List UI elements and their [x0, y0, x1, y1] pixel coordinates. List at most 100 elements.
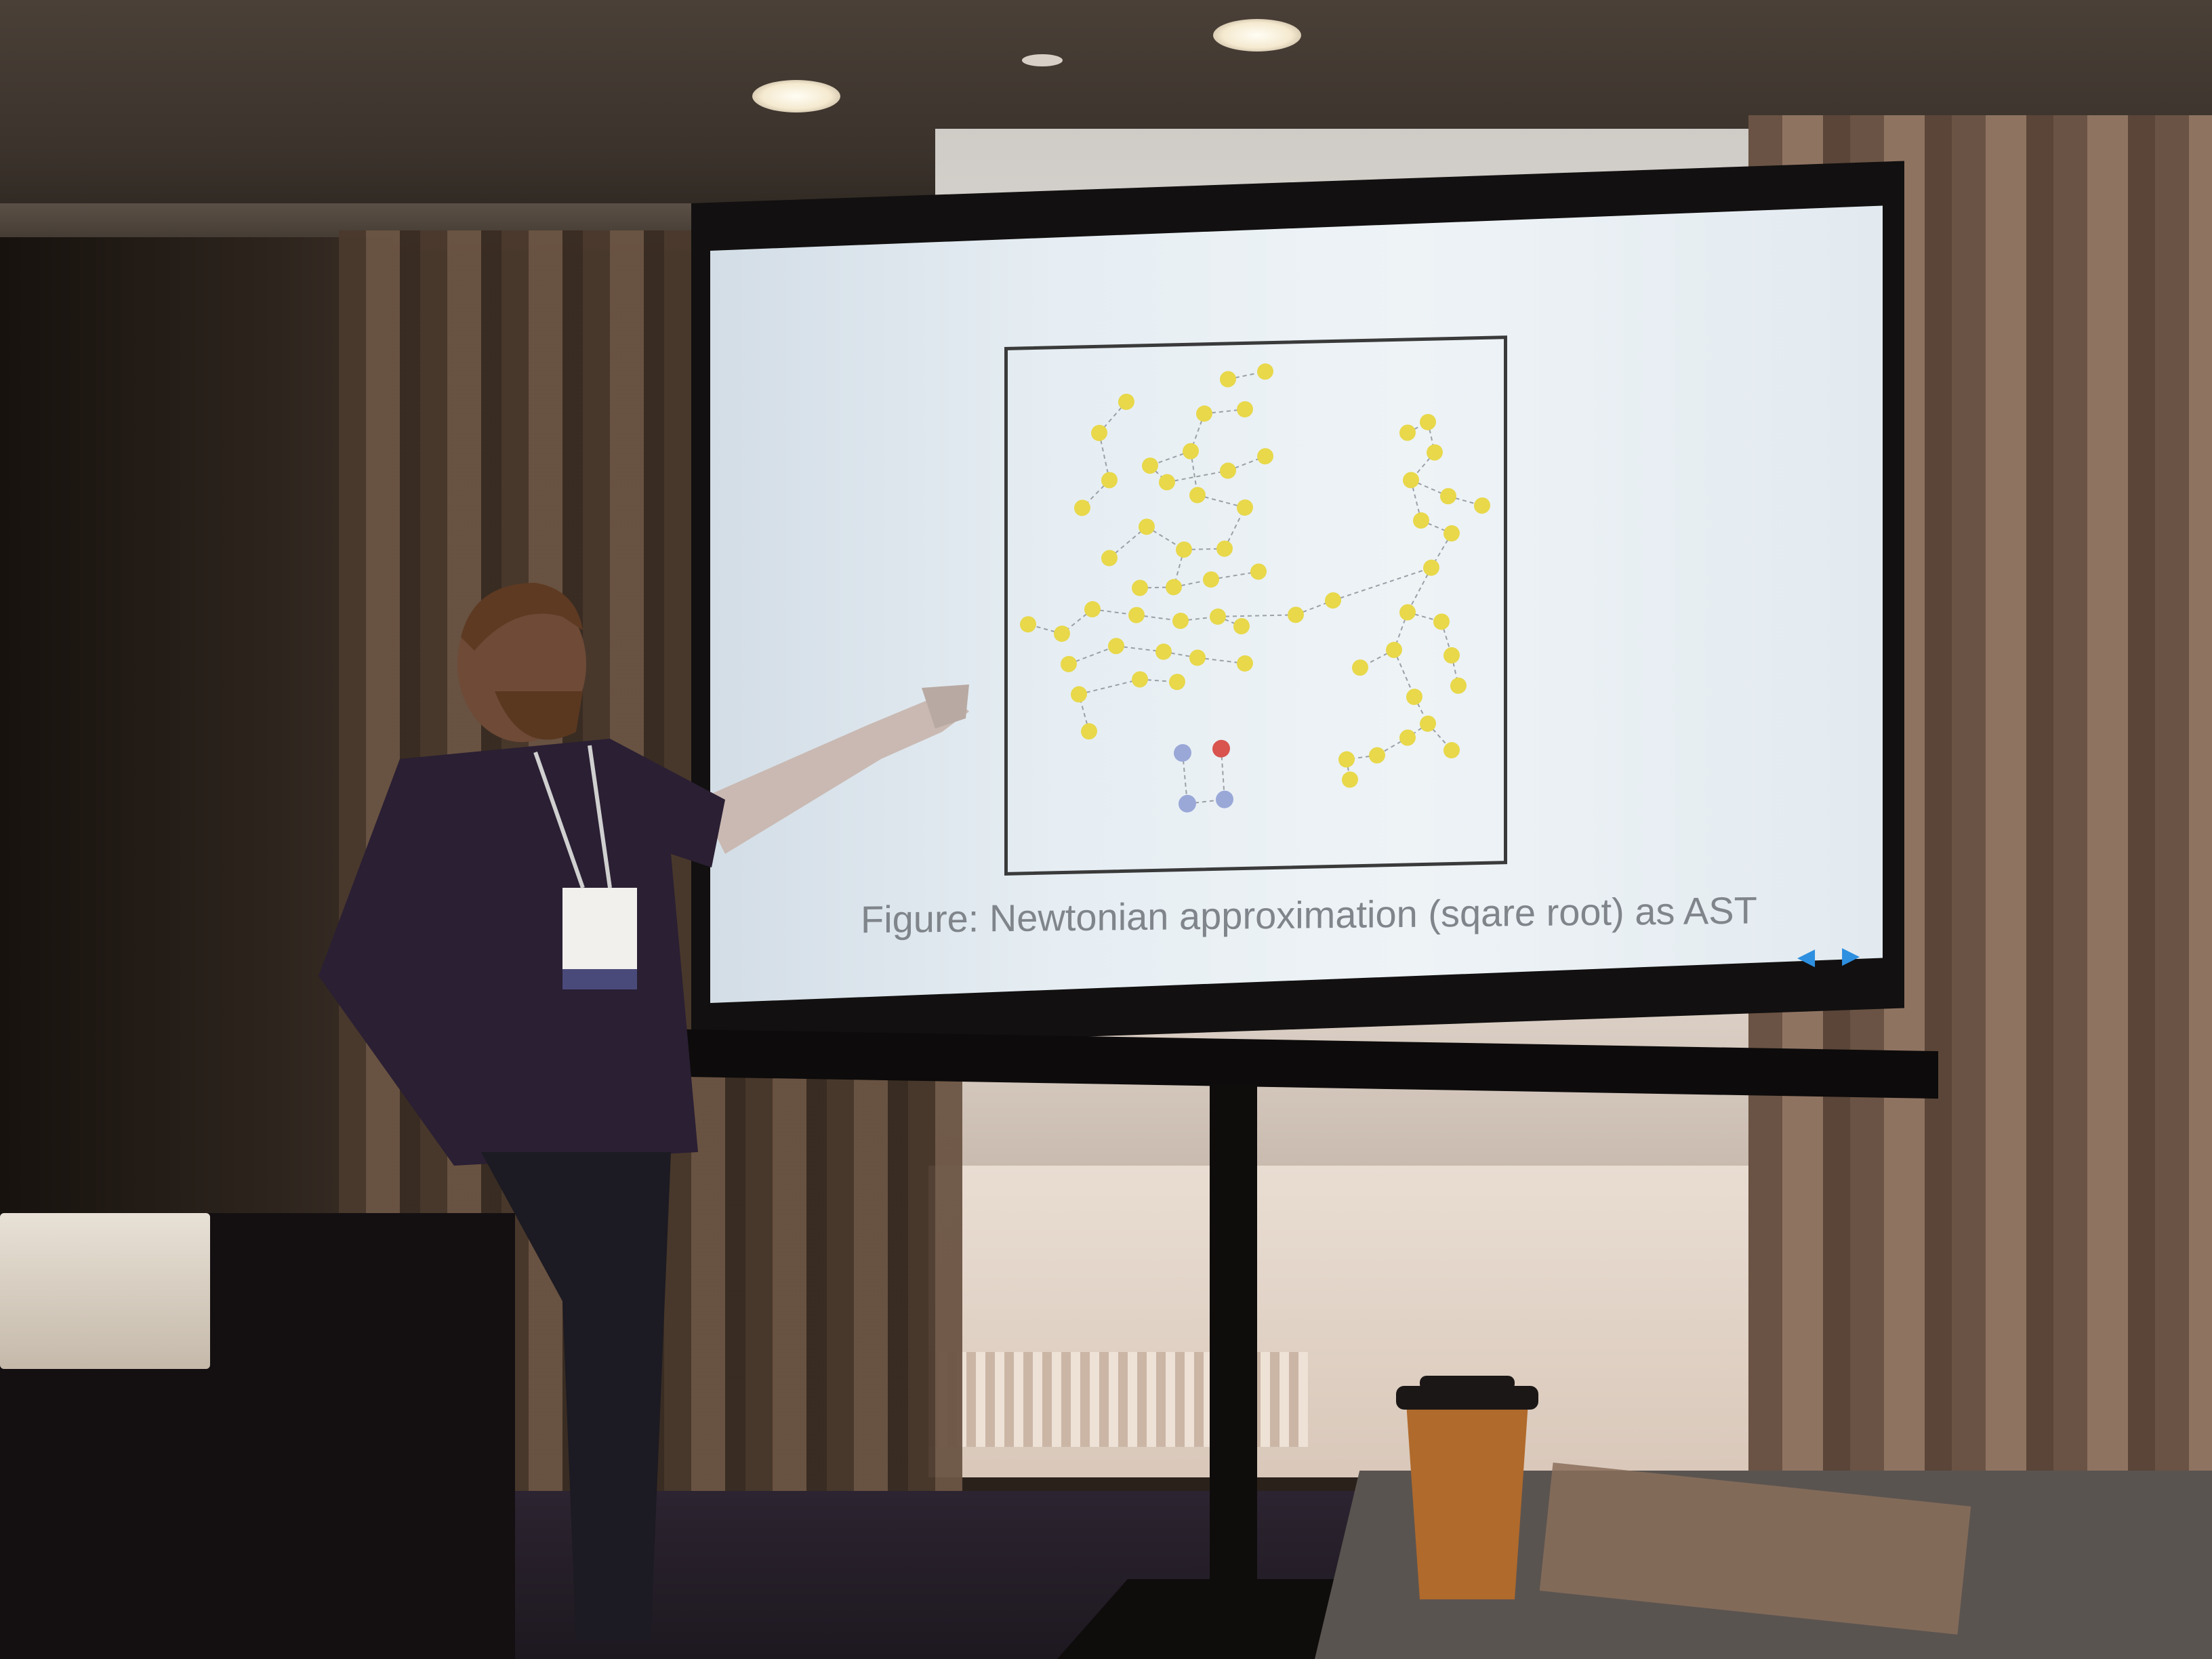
graph-node	[1128, 607, 1145, 623]
graph-node	[1216, 540, 1233, 557]
graph-node	[1172, 613, 1189, 630]
graph-node	[1132, 671, 1148, 688]
graph-node	[1427, 444, 1443, 461]
graph-node	[1189, 649, 1206, 666]
graph-node	[1450, 677, 1467, 694]
graph-node	[1233, 618, 1250, 635]
graph-node	[1139, 518, 1155, 535]
graph-edge	[1407, 611, 1442, 623]
graph-node	[1443, 525, 1460, 542]
graph-node	[1257, 448, 1273, 465]
presenter-beard	[495, 691, 583, 740]
graph-node	[1420, 715, 1436, 732]
graph-node	[1169, 674, 1185, 691]
graph-node	[1174, 744, 1191, 762]
graph-node	[1212, 739, 1230, 758]
graph-node	[1189, 487, 1206, 504]
graph-node	[1433, 613, 1450, 630]
ceiling-light	[1213, 19, 1301, 52]
presenter	[319, 583, 969, 1640]
cup-lid	[1396, 1386, 1538, 1410]
graph-node	[1440, 488, 1456, 505]
graph-node	[1020, 616, 1036, 633]
graph-edge	[1078, 678, 1141, 695]
graph-node	[1159, 474, 1175, 491]
graph-node	[1101, 472, 1118, 489]
graph-edge	[1140, 586, 1174, 589]
graph-node	[1420, 413, 1436, 430]
lanyard	[533, 752, 585, 888]
graph-node	[1176, 541, 1192, 558]
slide-caption: Figure: Newtonian approximation (sqare r…	[861, 888, 1757, 941]
graph-node	[1071, 686, 1087, 703]
graph-edge	[1376, 737, 1408, 756]
ceiling-light	[752, 80, 840, 112]
graph-node	[1132, 579, 1148, 596]
graph-node	[1179, 794, 1196, 813]
graph-node	[1386, 641, 1402, 658]
graph-node	[1352, 659, 1368, 676]
graph-node	[1084, 601, 1101, 618]
graph-edge	[1218, 614, 1296, 617]
graph-node	[1155, 643, 1172, 660]
graph-node	[1288, 607, 1304, 623]
graph-node	[1342, 771, 1358, 788]
graph-edge	[1420, 520, 1452, 534]
graph-node	[1220, 371, 1236, 388]
graph-edge	[1163, 651, 1198, 659]
graph-node	[1091, 424, 1107, 441]
graph-node	[1108, 638, 1124, 655]
graph-node	[1166, 579, 1182, 596]
graph-node	[1142, 457, 1158, 474]
graph-node	[1196, 405, 1212, 422]
screen-stand-pole	[1210, 1084, 1257, 1626]
ast-figure	[1004, 335, 1507, 876]
name-badge-stripe	[562, 969, 637, 989]
graph-edge	[1166, 470, 1229, 483]
graph-node	[1399, 604, 1416, 621]
graph-node	[1054, 626, 1070, 642]
presenter-pants	[481, 1152, 671, 1640]
graph-node	[1216, 790, 1233, 808]
graph-node	[1474, 497, 1490, 514]
lanyard	[588, 745, 612, 888]
graph-node	[1399, 729, 1416, 746]
graph-node	[1101, 550, 1118, 567]
graph-node	[1237, 401, 1253, 417]
graph-node	[1338, 751, 1355, 768]
graph-edge	[1448, 495, 1483, 506]
presenter-hand	[922, 684, 969, 729]
graph-node	[1074, 499, 1090, 516]
triangle-right-icon[interactable]: ▶	[1842, 943, 1860, 968]
graph-node	[1406, 689, 1422, 705]
graph-node	[1210, 608, 1226, 625]
projector-device	[0, 1213, 210, 1369]
cup-body	[1406, 1403, 1528, 1599]
graph-node	[1203, 571, 1219, 588]
triangle-left-icon[interactable]: ◀	[1797, 944, 1816, 970]
ast-graph	[1020, 363, 1490, 813]
cup-lid-top	[1420, 1376, 1515, 1391]
graph-node	[1403, 472, 1419, 489]
graph-node	[1237, 499, 1253, 516]
presenter-hair	[461, 583, 583, 651]
graph-node	[1369, 747, 1385, 764]
presenter-shirt	[319, 739, 725, 1166]
presenter-arm	[698, 691, 969, 854]
graph-edge	[1332, 567, 1432, 601]
graph-node	[1423, 559, 1439, 576]
graph-edge	[1068, 645, 1117, 665]
graph-node	[1061, 655, 1077, 672]
graph-edge	[1393, 649, 1415, 697]
graph-edge	[1027, 623, 1063, 635]
graph-node	[1081, 723, 1097, 740]
graph-node	[1443, 647, 1460, 664]
ceiling-fixture	[1022, 54, 1063, 66]
graph-node	[1257, 363, 1273, 380]
graph-edge	[1197, 494, 1246, 508]
graph-node	[1399, 424, 1416, 441]
graph-node	[1220, 462, 1236, 479]
graph-node	[1413, 512, 1429, 529]
graph-node	[1250, 563, 1267, 580]
graph-node	[1118, 393, 1134, 410]
